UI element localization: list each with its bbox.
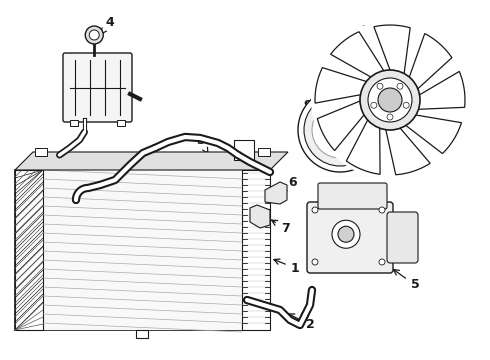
Circle shape — [312, 102, 368, 158]
Bar — [117, 120, 125, 126]
Bar — [234, 140, 254, 160]
Polygon shape — [250, 205, 270, 228]
Bar — [15, 170, 270, 330]
Circle shape — [304, 94, 376, 166]
FancyBboxPatch shape — [63, 53, 132, 122]
Circle shape — [379, 259, 385, 265]
Polygon shape — [409, 33, 452, 90]
Circle shape — [368, 78, 412, 122]
Polygon shape — [315, 68, 368, 103]
Text: 5: 5 — [393, 269, 419, 292]
Circle shape — [397, 83, 403, 89]
Circle shape — [312, 259, 318, 265]
Circle shape — [377, 83, 383, 89]
Circle shape — [338, 226, 354, 242]
Circle shape — [312, 207, 318, 213]
Polygon shape — [404, 115, 462, 154]
Text: 7: 7 — [271, 220, 290, 234]
Circle shape — [403, 102, 409, 108]
FancyBboxPatch shape — [318, 183, 387, 209]
FancyBboxPatch shape — [387, 212, 418, 263]
Circle shape — [298, 88, 382, 172]
Polygon shape — [346, 118, 380, 174]
Bar — [136, 330, 148, 338]
Circle shape — [360, 70, 420, 130]
Circle shape — [371, 102, 377, 108]
Circle shape — [330, 120, 350, 140]
Circle shape — [311, 21, 469, 179]
Text: 2: 2 — [289, 314, 315, 332]
Circle shape — [378, 88, 402, 112]
Bar — [43, 170, 242, 330]
Text: 8: 8 — [361, 23, 380, 40]
Text: 4: 4 — [101, 15, 114, 34]
Polygon shape — [265, 182, 287, 204]
Text: 6: 6 — [281, 176, 297, 192]
Text: 3: 3 — [196, 134, 208, 153]
Circle shape — [85, 26, 103, 44]
Bar — [15, 170, 43, 330]
Bar — [70, 120, 78, 126]
Polygon shape — [374, 25, 410, 76]
Polygon shape — [416, 71, 465, 109]
Circle shape — [322, 112, 358, 148]
Circle shape — [379, 207, 385, 213]
Polygon shape — [318, 100, 366, 150]
Text: 9: 9 — [304, 99, 318, 115]
Circle shape — [387, 114, 393, 120]
Polygon shape — [15, 152, 288, 170]
Circle shape — [89, 30, 99, 40]
Text: 1: 1 — [274, 259, 299, 274]
Polygon shape — [331, 32, 385, 78]
Bar — [242, 170, 270, 330]
Bar — [258, 148, 270, 156]
Polygon shape — [385, 127, 430, 175]
FancyBboxPatch shape — [307, 202, 393, 273]
Bar — [35, 148, 47, 156]
Circle shape — [332, 220, 360, 248]
